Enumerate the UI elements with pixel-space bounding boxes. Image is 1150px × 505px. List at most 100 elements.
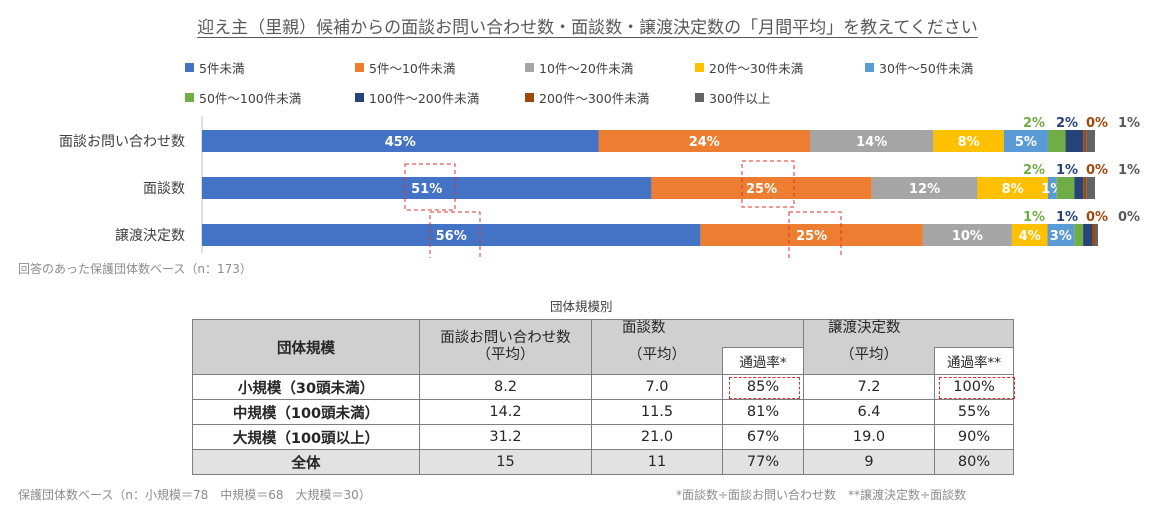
cell-inquiry: 15 (419, 449, 592, 475)
data-label: 45% (385, 135, 416, 150)
formula-note: *面談数÷面談お問い合わせ数 **譲渡決定数÷面談数 (676, 488, 967, 502)
legend-item: 300件以上 (695, 88, 770, 107)
data-label: 0% (1086, 116, 1108, 131)
header-interview-avg: （平均） (628, 347, 686, 363)
base-note: 回答のあった保護団体数ベース（n：173） (18, 262, 252, 276)
stacked-bar-chart: 面談お問い合わせ数 45% 24% 14% 8% 5% 2% 2% 0% 1% 面談数 51% 25% 1… (59, 116, 1140, 258)
header-transfer-label: 譲渡決定数 (828, 320, 901, 336)
bar-segment (810, 130, 934, 152)
bar-segment (1074, 224, 1084, 246)
bar-segment (1056, 177, 1075, 199)
legend-label: 5件未満 (199, 61, 245, 76)
data-label: 1% (1118, 116, 1140, 131)
bar-segment (1047, 224, 1075, 246)
highlight-box (788, 211, 842, 258)
bar-segment (700, 224, 923, 246)
table-base-note: 保護団体数ベース（n：小規模＝78 中規模＝68 大規模＝30） (18, 488, 371, 502)
data-label: 1% (1056, 163, 1078, 178)
legend-item: 50件～100件未満 (185, 88, 301, 107)
bar-segment (598, 130, 811, 152)
legend-item: 100件～200件未満 (355, 88, 479, 107)
table-row: 小規模（30頭未満） 8.2 7.0 85% 7.2 100% (192, 374, 1014, 400)
header-scale: 団体規模 (192, 319, 420, 375)
data-label: 0% (1086, 163, 1108, 178)
legend-label: 200件～300件未満 (539, 91, 650, 106)
row-label: 全体 (192, 449, 420, 475)
table-row: 中規模（100頭未満） 14.2 11.5 81% 6.4 55% (192, 399, 1014, 425)
legend-swatch (355, 63, 364, 72)
legend-item: 10件～20件未満 (525, 58, 633, 77)
header-inquiry-label: 面談お問い合わせ数 (440, 330, 571, 346)
cell-transfer: 7.2 (803, 374, 935, 400)
scale-table: 団体規模 面談お問い合わせ数 （平均） 面談数 譲渡決定数 （平均） 通過率* … (192, 319, 1014, 475)
bar-segment (202, 130, 599, 152)
bar-segment (1074, 177, 1084, 199)
legend-swatch (525, 93, 534, 102)
cell-inquiry: 31.2 (419, 424, 592, 450)
cell-rate1: 77% (722, 449, 804, 475)
bar-segment (651, 177, 872, 199)
table-row-total: 全体 15 11 77% 9 80% (192, 449, 1014, 475)
data-label: 14% (856, 135, 887, 150)
bar-segment (1095, 224, 1098, 246)
header-inquiry-avg: （平均） (476, 347, 535, 363)
cell-interview: 7.0 (591, 374, 723, 400)
legend-label: 50件～100件未満 (199, 91, 302, 106)
bar-segment (922, 224, 1012, 246)
data-label: 25% (746, 182, 777, 197)
header-interview: 面談数 (591, 319, 804, 347)
data-label: 24% (689, 135, 720, 150)
legend-item: 20件～30件未満 (695, 58, 803, 77)
bar-segment (1083, 130, 1087, 152)
legend-label: 20件～30件未満 (709, 61, 804, 76)
data-label: 8% (958, 135, 980, 150)
legend-swatch (695, 63, 704, 72)
header-interview-label: 面談数 (622, 320, 666, 336)
cell-rate1: 81% (722, 399, 804, 425)
legend-swatch (525, 63, 534, 72)
legend-item: 5件～10件未満 (355, 58, 455, 77)
data-label: 0% (1118, 210, 1140, 225)
row-label: 中規模（100頭未満） (192, 399, 420, 425)
row-label: 小規模（30頭未満） (192, 374, 420, 400)
highlight-rate1-small (729, 377, 800, 399)
bar-segment (202, 224, 701, 246)
data-label: 8% (1002, 182, 1024, 197)
cell-transfer: 9 (803, 449, 935, 475)
data-label: 3% (1050, 229, 1072, 244)
category-label: 譲渡決定数 (115, 228, 185, 244)
header-rate1: 通過率* (722, 346, 804, 375)
table-row: 大規模（100頭以上） 31.2 21.0 67% 19.0 90% (192, 424, 1014, 450)
cell-interview: 21.0 (591, 424, 723, 450)
cell-interview: 11.5 (591, 399, 723, 425)
bar-segment (1083, 177, 1087, 199)
cell-transfer: 6.4 (803, 399, 935, 425)
bar-segment (1011, 224, 1048, 246)
legend-item: 5件未満 (185, 58, 244, 77)
data-label: 0% (1086, 210, 1108, 225)
bar-segment (977, 177, 1048, 199)
chart-title: 迎え主（里親）候補からの面談お問い合わせ数・面談数・譲渡決定数の「月間平均」を教… (197, 18, 978, 38)
bar-segment (1086, 130, 1095, 152)
data-label: 2% (1056, 116, 1078, 131)
data-label: 51% (411, 182, 442, 197)
bar-segment (871, 177, 978, 199)
legend-swatch (695, 93, 704, 102)
category-label: 面談数 (143, 181, 185, 197)
data-label: 12% (909, 182, 940, 197)
legend-label: 30件～50件未満 (879, 61, 974, 76)
cell-rate2: 55% (934, 399, 1014, 425)
table-caption: 団体規模別 (550, 299, 613, 314)
cell-inquiry: 8.2 (419, 374, 592, 400)
cell-interview: 11 (591, 449, 723, 475)
row-label: 大規模（100頭以上） (192, 424, 420, 450)
header-transfer: 譲渡決定数 (803, 319, 1014, 347)
legend-swatch (185, 63, 194, 72)
bar-segment (1065, 130, 1084, 152)
highlight-rate2-small (939, 377, 1015, 399)
legend-label: 300件以上 (709, 91, 771, 106)
cell-inquiry: 14.2 (419, 399, 592, 425)
highlight-box (429, 211, 481, 258)
legend-label: 10件～20件未満 (539, 61, 634, 76)
legend-swatch (865, 63, 874, 72)
